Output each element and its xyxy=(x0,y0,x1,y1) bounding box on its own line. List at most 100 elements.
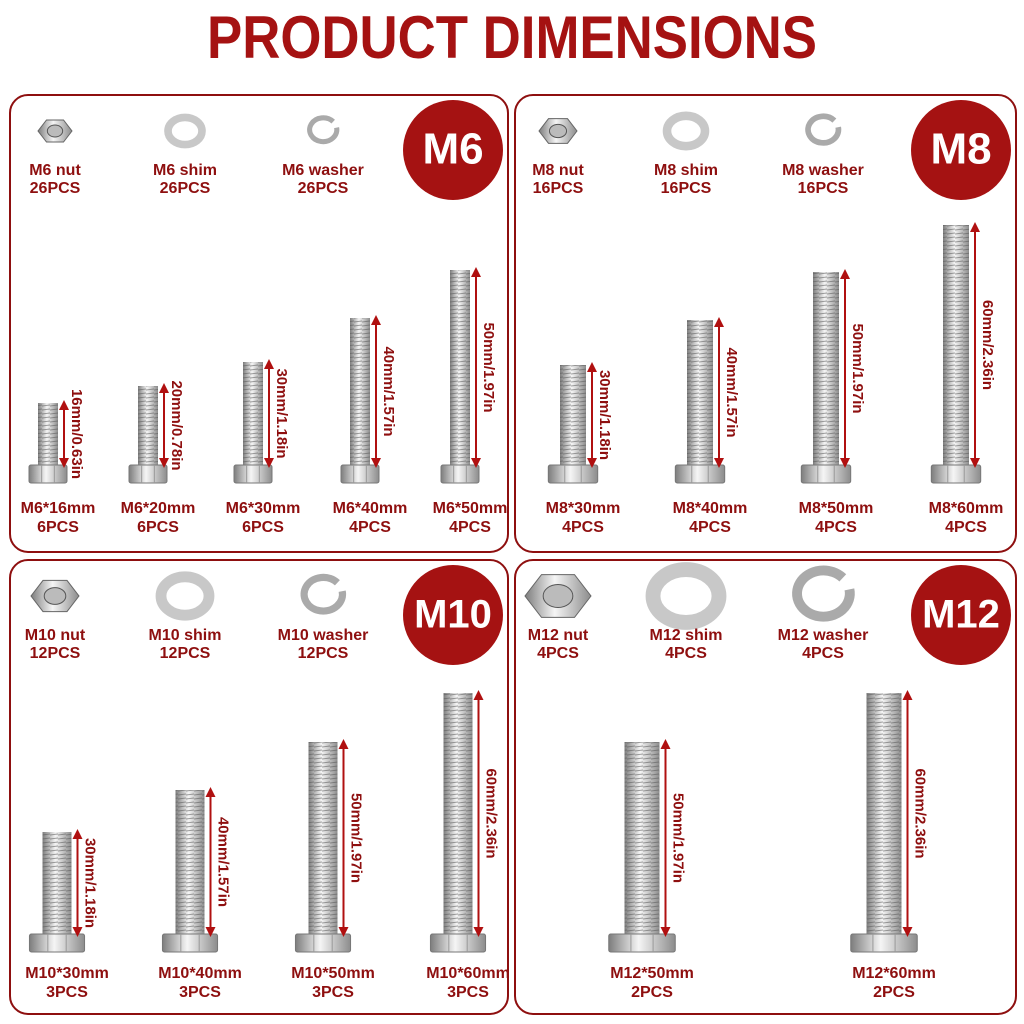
washer-icon xyxy=(805,113,842,146)
part-qty: 12PCS xyxy=(30,645,81,662)
shim-icon xyxy=(155,571,215,621)
bolt-thread xyxy=(560,365,586,465)
part-qty: 16PCS xyxy=(661,180,712,197)
bolt-label: M10*50mm xyxy=(291,965,375,982)
size-badge xyxy=(403,100,503,200)
bolt-qty: 4PCS xyxy=(689,519,731,536)
bolt-qty: 6PCS xyxy=(242,519,284,536)
bolt-qty: 4PCS xyxy=(349,519,391,536)
washer-icon xyxy=(300,573,347,615)
panel-frame xyxy=(514,559,1017,1015)
bolt-label: M12*60mm xyxy=(852,965,936,982)
dimension-label: 30mm/1.18in xyxy=(273,368,290,458)
size-badge-label: M6 xyxy=(422,125,483,174)
size-badge xyxy=(911,565,1011,665)
bolt-qty: 2PCS xyxy=(631,984,673,1001)
nut-hole xyxy=(548,123,568,139)
bolt-thread xyxy=(243,362,263,465)
part-qty: 12PCS xyxy=(298,645,349,662)
bolt-label: M10*30mm xyxy=(25,965,109,982)
bolt-head xyxy=(28,464,68,484)
bolt-qty: 4PCS xyxy=(815,519,857,536)
size-badge xyxy=(911,100,1011,200)
part-qty: 4PCS xyxy=(665,645,707,662)
bolt-qty: 4PCS xyxy=(449,519,491,536)
washer-icon xyxy=(307,115,340,145)
nut-hole xyxy=(43,587,67,605)
bolt-qty: 3PCS xyxy=(447,984,489,1001)
panel-frame xyxy=(514,94,1017,553)
size-badge-label: M12 xyxy=(922,593,1000,637)
bolt-label: M6*50mm xyxy=(433,500,508,517)
panel-frame xyxy=(9,559,509,1015)
bolt-head xyxy=(930,464,982,484)
bolt-head xyxy=(674,464,726,484)
bolt-label: M6*16mm xyxy=(21,500,96,517)
bolt-thread xyxy=(624,742,660,934)
size-badge-label: M10 xyxy=(414,593,492,637)
bolt-label: M6*30mm xyxy=(226,500,301,517)
size-badge-label: M8 xyxy=(930,125,991,174)
part-name: M8 shim xyxy=(654,162,718,179)
bolt-head xyxy=(440,464,480,484)
dimension-label: 40mm/1.57in xyxy=(215,817,232,907)
bolt-head xyxy=(161,933,219,953)
part-name: M12 nut xyxy=(528,627,589,644)
bolt-head xyxy=(340,464,380,484)
bolt-thread xyxy=(350,318,370,465)
bolt-thread xyxy=(175,790,205,934)
washer-icon xyxy=(792,565,855,622)
part-name: M10 nut xyxy=(25,627,86,644)
bolt-head xyxy=(28,933,86,953)
bolt-label: M6*40mm xyxy=(333,500,408,517)
part-name: M12 shim xyxy=(650,627,723,644)
dimension-label: 20mm/0.78in xyxy=(168,380,185,470)
part-qty: 26PCS xyxy=(30,180,81,197)
bolt-thread xyxy=(308,742,338,934)
shim-icon xyxy=(164,113,206,149)
bolt-head xyxy=(608,933,676,953)
bolt-head xyxy=(547,464,599,484)
bolt-thread xyxy=(443,693,473,934)
bolt-qty: 3PCS xyxy=(312,984,354,1001)
part-name: M10 washer xyxy=(278,627,369,644)
part-qty: 4PCS xyxy=(537,645,579,662)
bolt-thread xyxy=(450,270,470,465)
bolt-thread xyxy=(38,403,58,465)
bolt-thread xyxy=(866,693,902,934)
bolt-label: M12*50mm xyxy=(610,965,694,982)
bolt-qty: 3PCS xyxy=(179,984,221,1001)
dimension-label: 50mm/1.97in xyxy=(670,793,687,883)
part-name: M6 shim xyxy=(153,162,217,179)
bolt-label: M6*20mm xyxy=(121,500,196,517)
part-name: M8 washer xyxy=(782,162,864,179)
part-name: M6 washer xyxy=(282,162,364,179)
part-qty: 26PCS xyxy=(298,180,349,197)
bolt-head xyxy=(233,464,273,484)
part-qty: 16PCS xyxy=(798,180,849,197)
bolt-head xyxy=(850,933,918,953)
nut-hole xyxy=(542,583,574,609)
bolt-thread xyxy=(943,225,969,465)
part-name: M6 nut xyxy=(29,162,81,179)
part-name: M12 washer xyxy=(778,627,869,644)
bolt-label: M8*50mm xyxy=(799,500,874,517)
dimension-label: 50mm/1.97in xyxy=(849,323,866,413)
bolt-qty: 6PCS xyxy=(137,519,179,536)
dimension-label: 40mm/1.57in xyxy=(380,346,397,436)
bolt-label: M10*40mm xyxy=(158,965,242,982)
dimension-label: 60mm/2.36in xyxy=(979,300,996,390)
part-qty: 12PCS xyxy=(160,645,211,662)
shim-icon xyxy=(645,562,727,630)
bolt-thread xyxy=(138,386,158,465)
part-name: M10 shim xyxy=(149,627,222,644)
dimension-label: 30mm/1.18in xyxy=(82,838,99,928)
bolt-label: M8*40mm xyxy=(673,500,748,517)
bolt-qty: 6PCS xyxy=(37,519,79,536)
bolt-head xyxy=(128,464,168,484)
bolt-thread xyxy=(687,320,713,465)
